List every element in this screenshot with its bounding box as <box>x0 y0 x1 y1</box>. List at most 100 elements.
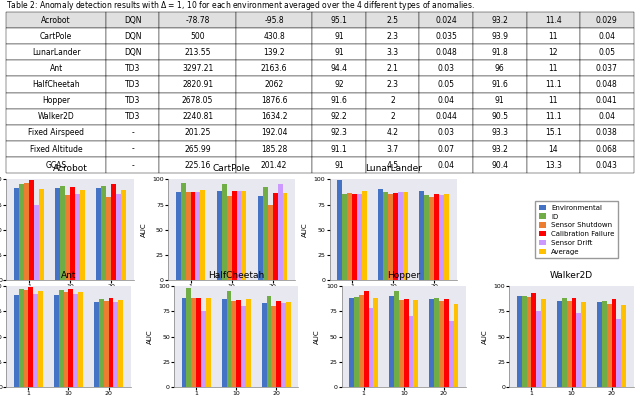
Bar <box>182 298 186 387</box>
Bar <box>74 294 78 387</box>
Bar <box>24 184 29 280</box>
Bar <box>64 292 68 387</box>
Bar <box>28 287 33 387</box>
Bar <box>419 192 424 280</box>
Bar <box>409 316 413 387</box>
Bar <box>522 296 527 387</box>
Bar <box>196 298 201 387</box>
Bar <box>607 304 612 387</box>
Bar <box>602 301 607 387</box>
Bar <box>527 297 531 387</box>
Bar <box>541 299 546 387</box>
Bar <box>388 194 393 280</box>
Bar <box>286 302 291 387</box>
Bar <box>262 303 267 387</box>
Bar <box>34 205 39 280</box>
Bar <box>616 320 621 387</box>
Bar <box>389 296 394 387</box>
Bar <box>237 192 241 280</box>
Bar <box>393 194 398 280</box>
Bar <box>383 192 388 280</box>
Bar <box>217 192 221 280</box>
Bar <box>276 301 281 387</box>
Bar <box>359 295 364 387</box>
Bar <box>221 299 227 387</box>
Bar <box>14 188 19 280</box>
Bar <box>364 291 369 387</box>
Bar <box>557 301 562 387</box>
Bar <box>566 301 572 387</box>
Bar <box>399 300 404 387</box>
Y-axis label: AUC: AUC <box>147 329 153 344</box>
Bar <box>263 188 268 280</box>
Y-axis label: AUC: AUC <box>141 222 147 237</box>
Bar <box>33 294 38 387</box>
Bar <box>65 196 70 280</box>
Bar <box>369 308 373 387</box>
Bar <box>273 194 278 280</box>
X-axis label: Horizon: Horizon <box>57 295 83 301</box>
Bar <box>429 299 435 387</box>
Bar <box>581 302 586 387</box>
Bar <box>232 192 237 280</box>
Bar <box>19 289 24 387</box>
Bar <box>612 299 616 387</box>
Bar <box>241 306 246 387</box>
Bar <box>55 188 60 280</box>
X-axis label: Horizon: Horizon <box>380 295 406 301</box>
Bar <box>536 311 541 387</box>
Bar <box>106 198 111 280</box>
Bar <box>104 301 109 387</box>
Bar <box>404 299 409 387</box>
Bar <box>597 302 602 387</box>
Bar <box>434 194 439 280</box>
Bar <box>59 290 64 387</box>
Bar <box>116 194 121 280</box>
Title: CartPole: CartPole <box>212 164 250 173</box>
Bar <box>54 295 59 387</box>
Bar <box>39 190 44 280</box>
Bar <box>99 299 104 387</box>
Bar <box>109 298 113 387</box>
Bar <box>186 288 191 387</box>
Bar <box>180 184 186 280</box>
Bar <box>70 188 75 280</box>
Bar <box>403 192 408 280</box>
Bar <box>118 300 123 387</box>
Bar <box>221 184 227 280</box>
Bar <box>373 298 378 387</box>
Legend: Environmental, ID, Sensor Shutdown, Calibration Failure, Sensor Drift, Average: Environmental, ID, Sensor Shutdown, Cali… <box>535 201 618 259</box>
Bar <box>68 289 74 387</box>
Bar <box>29 180 34 280</box>
Bar <box>75 194 80 280</box>
Bar <box>572 298 576 387</box>
Bar <box>281 303 286 387</box>
Bar <box>576 314 581 387</box>
Bar <box>227 291 231 387</box>
Bar <box>227 196 232 280</box>
Bar <box>191 192 195 280</box>
Bar <box>186 192 191 280</box>
Bar <box>454 304 458 387</box>
Bar <box>200 190 205 280</box>
Bar <box>241 192 246 280</box>
Bar <box>278 184 282 280</box>
Bar <box>271 306 276 387</box>
Bar <box>394 291 399 387</box>
Bar <box>60 186 65 280</box>
Bar <box>352 194 357 280</box>
Y-axis label: AUC: AUC <box>482 329 488 344</box>
Bar <box>444 299 449 387</box>
Bar <box>337 180 342 280</box>
Bar <box>101 186 106 280</box>
Bar <box>439 301 444 387</box>
Bar <box>424 196 429 280</box>
Title: Hopper: Hopper <box>387 271 420 280</box>
Y-axis label: AUC: AUC <box>302 222 308 237</box>
Title: Walker2D: Walker2D <box>550 271 593 280</box>
Bar <box>231 301 236 387</box>
Title: Acrobot: Acrobot <box>52 164 88 173</box>
Bar <box>354 297 359 387</box>
Bar <box>357 194 362 280</box>
Y-axis label: AUC: AUC <box>314 329 321 344</box>
